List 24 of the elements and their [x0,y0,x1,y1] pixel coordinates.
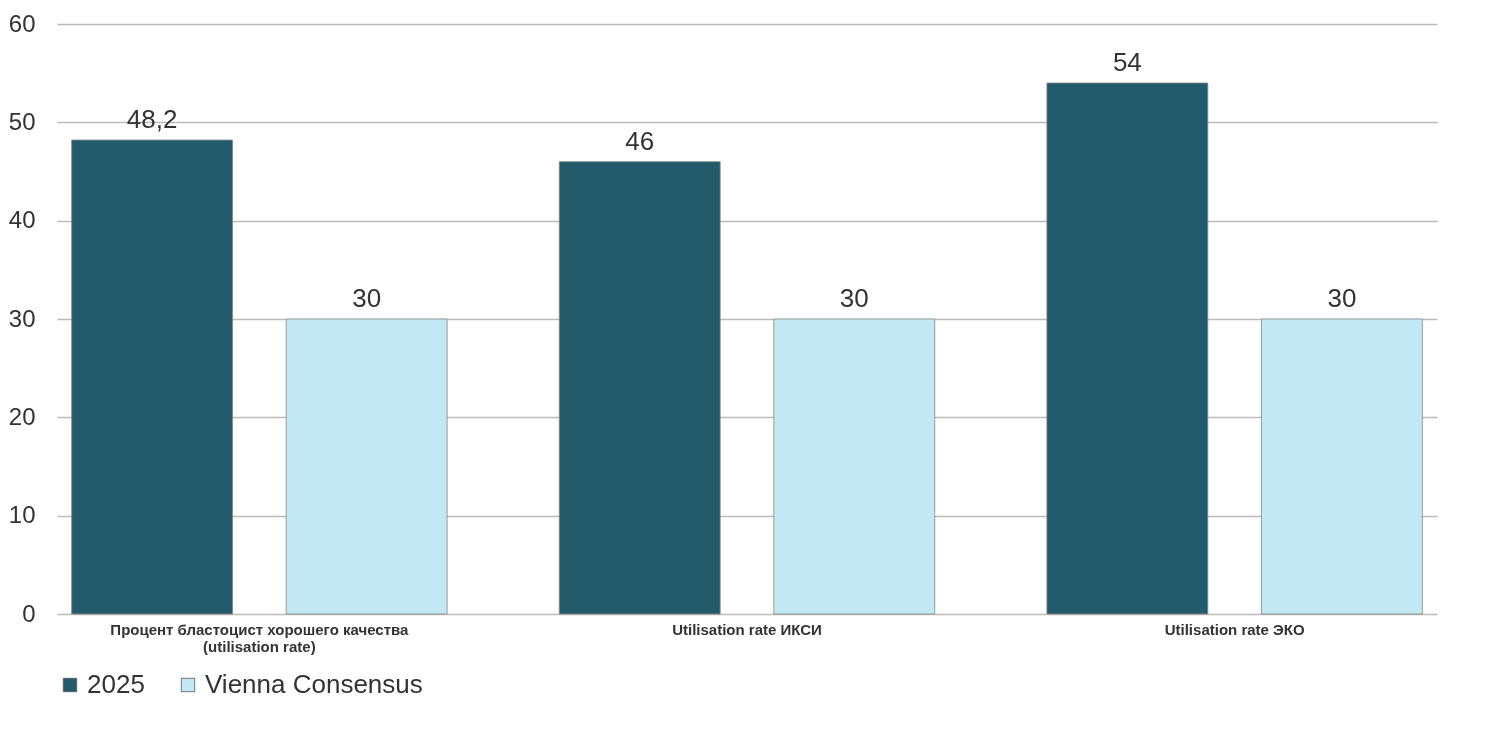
bar [558,161,721,615]
y-tick-label: 0 [22,599,36,627]
bar [1261,318,1423,615]
bar [71,139,233,615]
bar [773,318,936,615]
data-label: 30 [352,283,382,313]
x-tick-label: Процент бластоцист хорошего качества (utilisation rate) [110,620,410,655]
x-tick-label: Utilisation rate ИКСИ [672,620,822,638]
x-tick-label: Utilisation rate ЭКО [1164,620,1305,638]
y-tick-label: 60 [8,9,36,37]
bar [285,318,448,615]
y-tick-label: 40 [8,206,36,234]
y-tick-label: 20 [8,402,36,430]
data-label: 48,2 [126,104,178,135]
y-tick-label: 10 [8,501,36,529]
data-label: 30 [1327,283,1357,313]
legend-label: 2025 [87,669,145,699]
data-label: 46 [625,125,655,156]
data-label: 54 [1112,47,1142,77]
bar [1046,82,1209,615]
legend-label: Vienna Consensus [205,669,423,699]
y-tick-label: 50 [8,107,36,135]
data-label: 30 [839,283,869,313]
y-tick-label: 30 [8,304,36,332]
